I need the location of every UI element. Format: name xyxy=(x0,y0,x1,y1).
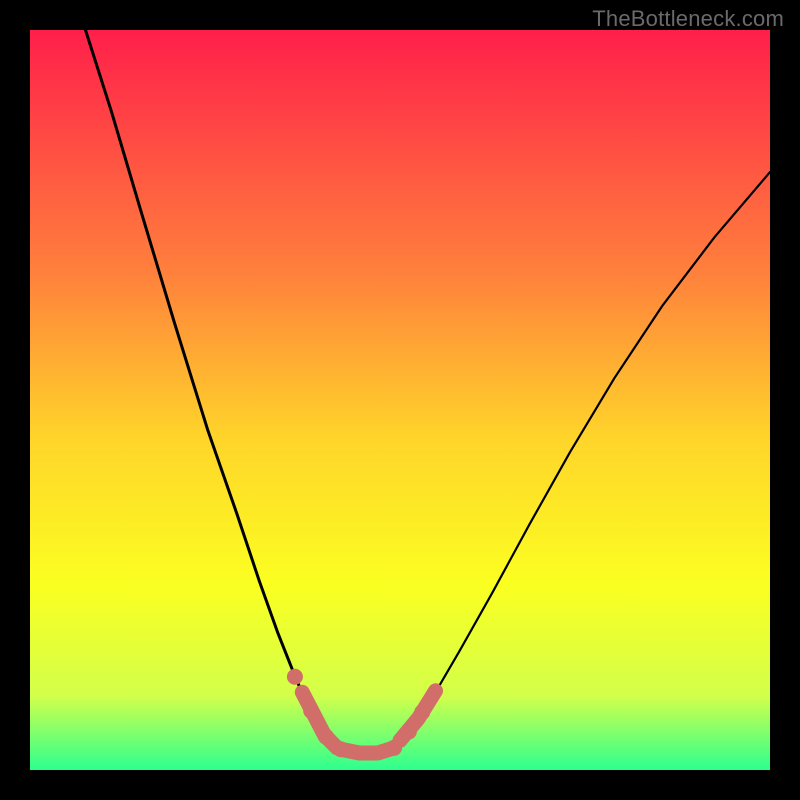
marker-dot-1 xyxy=(303,703,319,719)
chart-svg xyxy=(30,30,770,770)
marker-dot-4 xyxy=(386,740,402,756)
marker-dot-6 xyxy=(414,704,430,720)
marker-dot-5 xyxy=(401,724,417,740)
curve-right xyxy=(393,172,770,746)
marker-dot-3 xyxy=(333,741,349,757)
marker-dot-0 xyxy=(287,669,303,685)
marker-segment-1 xyxy=(341,748,394,753)
plot-area xyxy=(30,30,770,770)
marker-dot-2 xyxy=(318,729,334,745)
watermark-text: TheBottleneck.com xyxy=(592,6,784,32)
curve-left xyxy=(86,30,334,746)
